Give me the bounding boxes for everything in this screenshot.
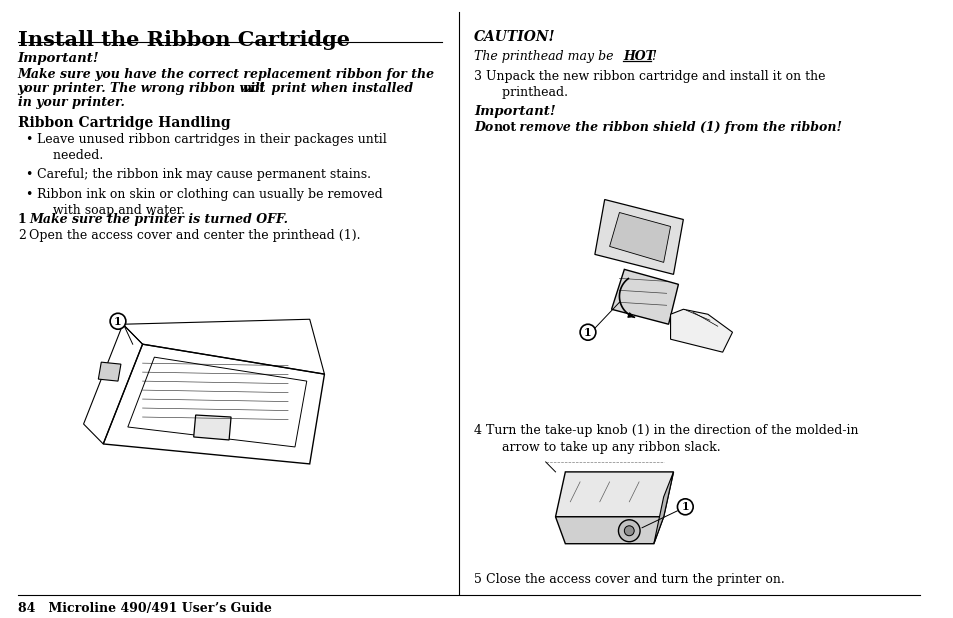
Polygon shape: [555, 517, 663, 544]
Text: 1: 1: [680, 501, 688, 512]
Text: Careful; the ribbon ink may cause permanent stains.: Careful; the ribbon ink may cause perman…: [37, 167, 371, 180]
Text: print when installed: print when installed: [267, 82, 414, 95]
Text: 1: 1: [583, 327, 591, 337]
Text: your printer. The wrong ribbon will: your printer. The wrong ribbon will: [18, 82, 270, 95]
Text: !: !: [650, 50, 656, 63]
Text: 84   Microline 490/491 User’s Guide: 84 Microline 490/491 User’s Guide: [18, 601, 272, 614]
Polygon shape: [609, 213, 670, 263]
Text: Make sure you have the correct replacement ribbon for the: Make sure you have the correct replaceme…: [18, 68, 435, 81]
Text: CAUTION!: CAUTION!: [474, 30, 555, 44]
Circle shape: [579, 324, 596, 340]
Text: •: •: [26, 167, 33, 180]
Text: Turn the take-up knob (1) in the direction of the molded-in
    arrow to take up: Turn the take-up knob (1) in the directi…: [485, 424, 858, 454]
Polygon shape: [653, 472, 673, 544]
Text: Close the access cover and turn the printer on.: Close the access cover and turn the prin…: [485, 573, 783, 586]
Text: Important!: Important!: [474, 105, 555, 118]
Text: not: not: [493, 121, 517, 133]
Polygon shape: [98, 362, 121, 381]
Text: 3: 3: [474, 70, 481, 83]
Circle shape: [618, 520, 639, 542]
Polygon shape: [555, 472, 673, 517]
Text: 1: 1: [114, 316, 122, 327]
Text: Open the access cover and center the printhead (1).: Open the access cover and center the pri…: [30, 229, 360, 242]
Text: remove the ribbon shield (1) from the ribbon!: remove the ribbon shield (1) from the ri…: [515, 121, 841, 133]
Text: Important!: Important!: [18, 52, 99, 65]
Text: Leave unused ribbon cartridges in their packages until
    needed.: Leave unused ribbon cartridges in their …: [37, 133, 387, 162]
Text: Install the Ribbon Cartridge: Install the Ribbon Cartridge: [18, 30, 350, 50]
Polygon shape: [611, 269, 678, 324]
Text: Ribbon Cartridge Handling: Ribbon Cartridge Handling: [18, 116, 230, 130]
Circle shape: [677, 499, 693, 515]
Text: Unpack the new ribbon cartridge and install it on the
    printhead.: Unpack the new ribbon cartridge and inst…: [485, 70, 824, 99]
Text: 4: 4: [474, 424, 481, 437]
Text: Make sure the printer is turned OFF.: Make sure the printer is turned OFF.: [30, 213, 288, 227]
Text: •: •: [26, 187, 33, 201]
Text: 2: 2: [18, 229, 26, 242]
Text: HOT: HOT: [622, 50, 655, 63]
Circle shape: [623, 526, 634, 536]
Text: Ribbon ink on skin or clothing can usually be removed
    with soap and water.: Ribbon ink on skin or clothing can usual…: [37, 187, 383, 217]
Circle shape: [110, 313, 126, 329]
Text: •: •: [26, 133, 33, 146]
Text: in your printer.: in your printer.: [18, 96, 125, 109]
Text: The printhead may be: The printhead may be: [474, 50, 617, 63]
Text: 5: 5: [474, 573, 481, 586]
Polygon shape: [670, 309, 732, 352]
Polygon shape: [193, 415, 231, 440]
Text: not: not: [243, 82, 266, 95]
Polygon shape: [595, 200, 682, 274]
Text: Do: Do: [474, 121, 497, 133]
Text: 1: 1: [18, 213, 27, 227]
